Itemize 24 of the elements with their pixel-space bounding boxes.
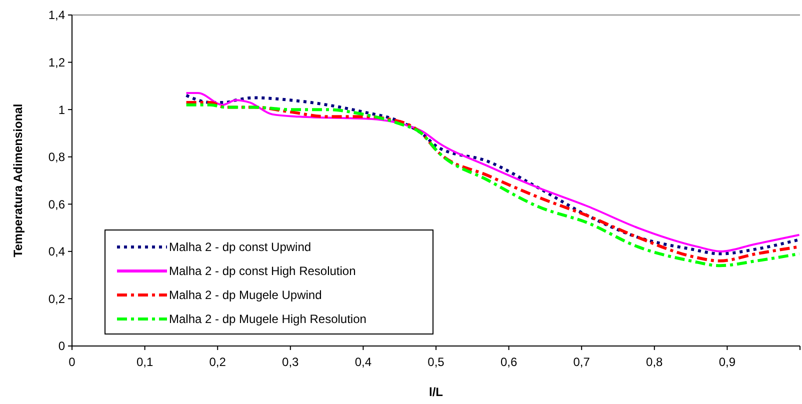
legend-label: Malha 2 - dp const High Resolution (169, 264, 356, 278)
x-tick-label: 0,1 (136, 355, 154, 369)
legend-label: Malha 2 - dp Mugele High Resolution (169, 312, 366, 326)
y-tick-label: 0,8 (48, 150, 66, 164)
x-tick-label: 0,2 (209, 355, 226, 369)
x-tick-label: 0,6 (500, 355, 518, 369)
legend-label: Malha 2 - dp Mugele Upwind (169, 288, 322, 302)
y-axis-title: Temperatura Adimensional (11, 104, 25, 258)
x-tick-label: 0,8 (646, 355, 664, 369)
x-tick-label: 0 (68, 355, 76, 369)
legend-label: Malha 2 - dp const Upwind (169, 240, 312, 254)
y-tick-label: 1,2 (48, 55, 66, 70)
y-tick-label: 0,4 (48, 244, 66, 259)
x-axis-title: l/L (429, 385, 443, 399)
x-tick-label: 0,7 (573, 355, 590, 369)
y-tick-label: 1 (58, 102, 66, 117)
y-tick-label: 1,4 (48, 8, 66, 22)
x-tick-label: 0,4 (354, 355, 372, 369)
x-tick-label: 0,3 (282, 355, 300, 369)
y-tick-label: 0,2 (48, 292, 66, 306)
y-tick-label: 0 (58, 339, 66, 354)
x-tick-label: 0,5 (428, 355, 445, 369)
x-tick-label: 0,9 (718, 355, 736, 369)
y-tick-label: 0,6 (48, 197, 66, 212)
